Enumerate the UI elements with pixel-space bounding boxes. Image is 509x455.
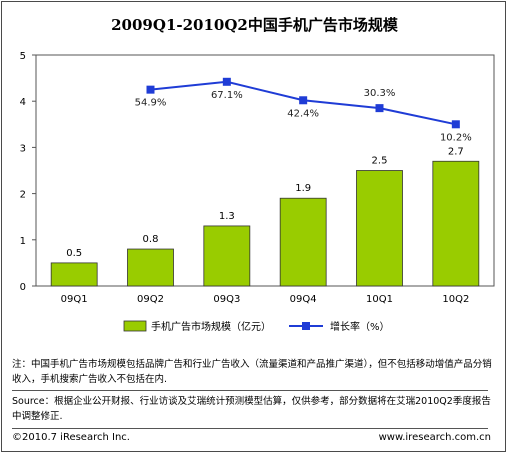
bar-value-label: 2.7 (448, 146, 464, 157)
growth-point (451, 120, 460, 129)
growth-point (375, 104, 384, 113)
y-axis: 0 1 2 3 4 5 (20, 51, 36, 293)
x-tick-label: 09Q1 (61, 294, 88, 305)
legend-marker (302, 322, 310, 330)
growth-label: 54.9% (135, 98, 167, 109)
bar (432, 160, 480, 287)
divider (12, 390, 488, 391)
source-note: Source：根据企业公开财报、行业访谈及艾瑞统计预测模型估算，仅供参考，部分数… (12, 396, 491, 422)
bar-value-label: 0.5 (66, 248, 82, 259)
x-tick-label: 09Q3 (213, 294, 240, 305)
growth-line-series: 54.9% 67.1% 42.4% 30.3% 10.2% (135, 77, 472, 143)
bar-labels: 0.5 0.8 1.3 1.9 2.5 2.7 (66, 146, 464, 259)
bar-value-label: 1.3 (219, 211, 235, 222)
bar (279, 197, 327, 287)
legend-label-bar: 手机广告市场规模（亿元） (151, 320, 271, 333)
x-tick-label: 09Q4 (290, 294, 317, 305)
x-tick-label: 09Q2 (137, 294, 164, 305)
y-tick-label: 1 (20, 236, 26, 247)
x-tick-label: 10Q1 (366, 294, 393, 305)
bar (127, 248, 174, 287)
bar-series (50, 160, 480, 287)
legend-swatch-bar (123, 320, 147, 332)
bar-value-label: 2.5 (372, 156, 388, 167)
legend: 手机广告市场规模（亿元） 增长率（%） (123, 320, 390, 333)
growth-point (222, 77, 231, 86)
legend-label-line: 增长率（%） (330, 320, 390, 333)
growth-point (299, 96, 308, 105)
y-tick-label: 3 (20, 143, 26, 154)
plot-area (35, 54, 495, 287)
bar-value-label: 1.9 (295, 183, 311, 194)
y-tick-label: 2 (20, 190, 26, 201)
growth-point (146, 85, 155, 94)
x-tick-label: 10Q2 (442, 294, 469, 305)
bar (356, 170, 403, 287)
y-tick-label: 5 (20, 51, 26, 62)
growth-label: 42.4% (287, 108, 319, 119)
growth-label: 10.2% (440, 132, 472, 143)
x-axis-labels: 09Q1 09Q2 09Q3 09Q4 10Q1 10Q2 (61, 294, 470, 305)
bar (50, 262, 98, 287)
y-tick-label: 0 (20, 282, 26, 293)
copyright-text: ©2010.7 iResearch Inc. (12, 432, 130, 443)
chart-title: 2009Q1-2010Q2中国手机广告市场规模 (111, 16, 398, 34)
growth-label: 67.1% (211, 90, 243, 101)
growth-label: 30.3% (364, 88, 396, 99)
chart-note: 注：中国手机广告市场规模包括品牌广告和行业广告收入（流量渠道和产品推广渠道），但… (12, 359, 492, 385)
bar-value-label: 0.8 (143, 234, 159, 245)
y-tick-label: 4 (20, 97, 26, 108)
divider (12, 428, 488, 429)
bar (203, 225, 251, 287)
website-link[interactable]: www.iresearch.com.cn (378, 432, 491, 443)
